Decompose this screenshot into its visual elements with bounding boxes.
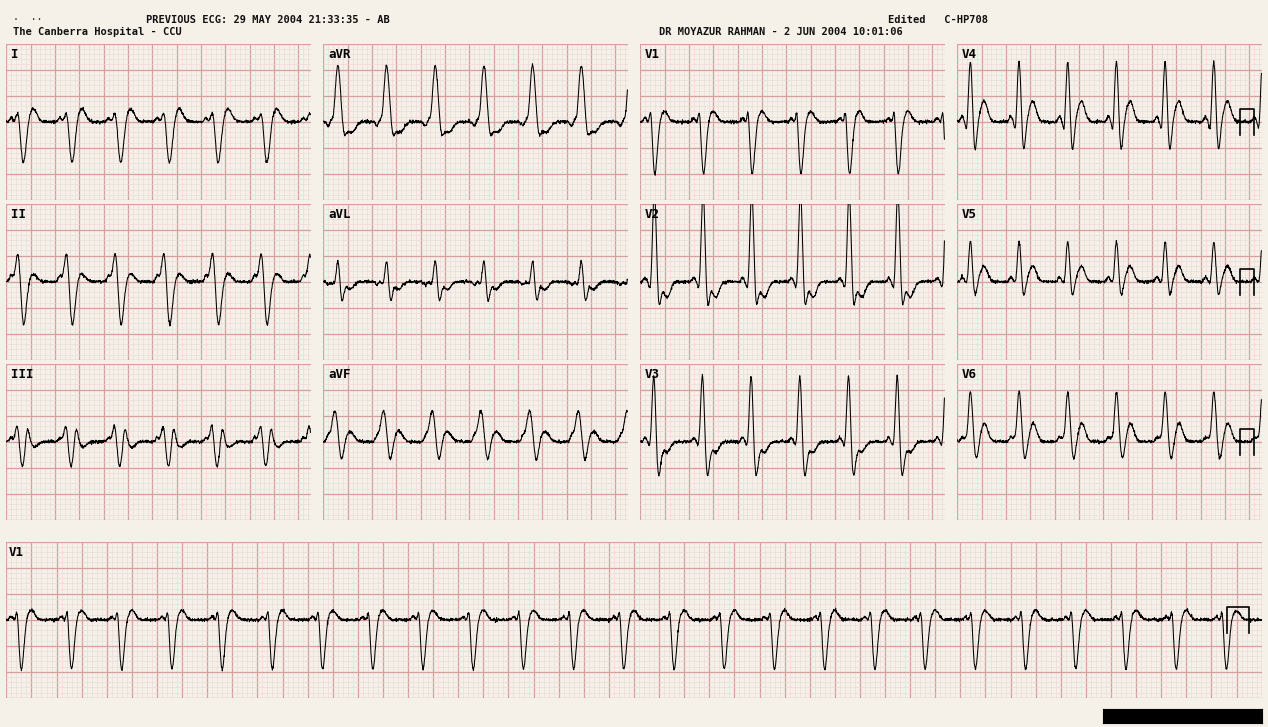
Text: ·  ··: · ·· bbox=[13, 15, 42, 25]
Text: III: III bbox=[11, 368, 33, 381]
Text: V5: V5 bbox=[962, 208, 976, 221]
Text: PREVIOUS ECG: 29 MAY 2004 21:33:35 - AB: PREVIOUS ECG: 29 MAY 2004 21:33:35 - AB bbox=[146, 15, 389, 25]
Text: V2: V2 bbox=[645, 208, 659, 221]
Text: The Canberra Hospital - CCU: The Canberra Hospital - CCU bbox=[13, 27, 181, 37]
Text: V6: V6 bbox=[962, 368, 976, 381]
Text: V1: V1 bbox=[645, 48, 659, 61]
Text: II: II bbox=[11, 208, 25, 221]
Text: aVR: aVR bbox=[328, 48, 350, 61]
Text: Edited   C-HP708: Edited C-HP708 bbox=[888, 15, 988, 25]
Text: aVF: aVF bbox=[328, 368, 350, 381]
Text: V4: V4 bbox=[962, 48, 976, 61]
Text: V1: V1 bbox=[9, 546, 24, 559]
Text: V3: V3 bbox=[645, 368, 659, 381]
Text: aVL: aVL bbox=[328, 208, 350, 221]
Text: I: I bbox=[11, 48, 19, 61]
Text: DR MOYAZUR RAHMAN - 2 JUN 2004 10:01:06: DR MOYAZUR RAHMAN - 2 JUN 2004 10:01:06 bbox=[659, 27, 903, 37]
